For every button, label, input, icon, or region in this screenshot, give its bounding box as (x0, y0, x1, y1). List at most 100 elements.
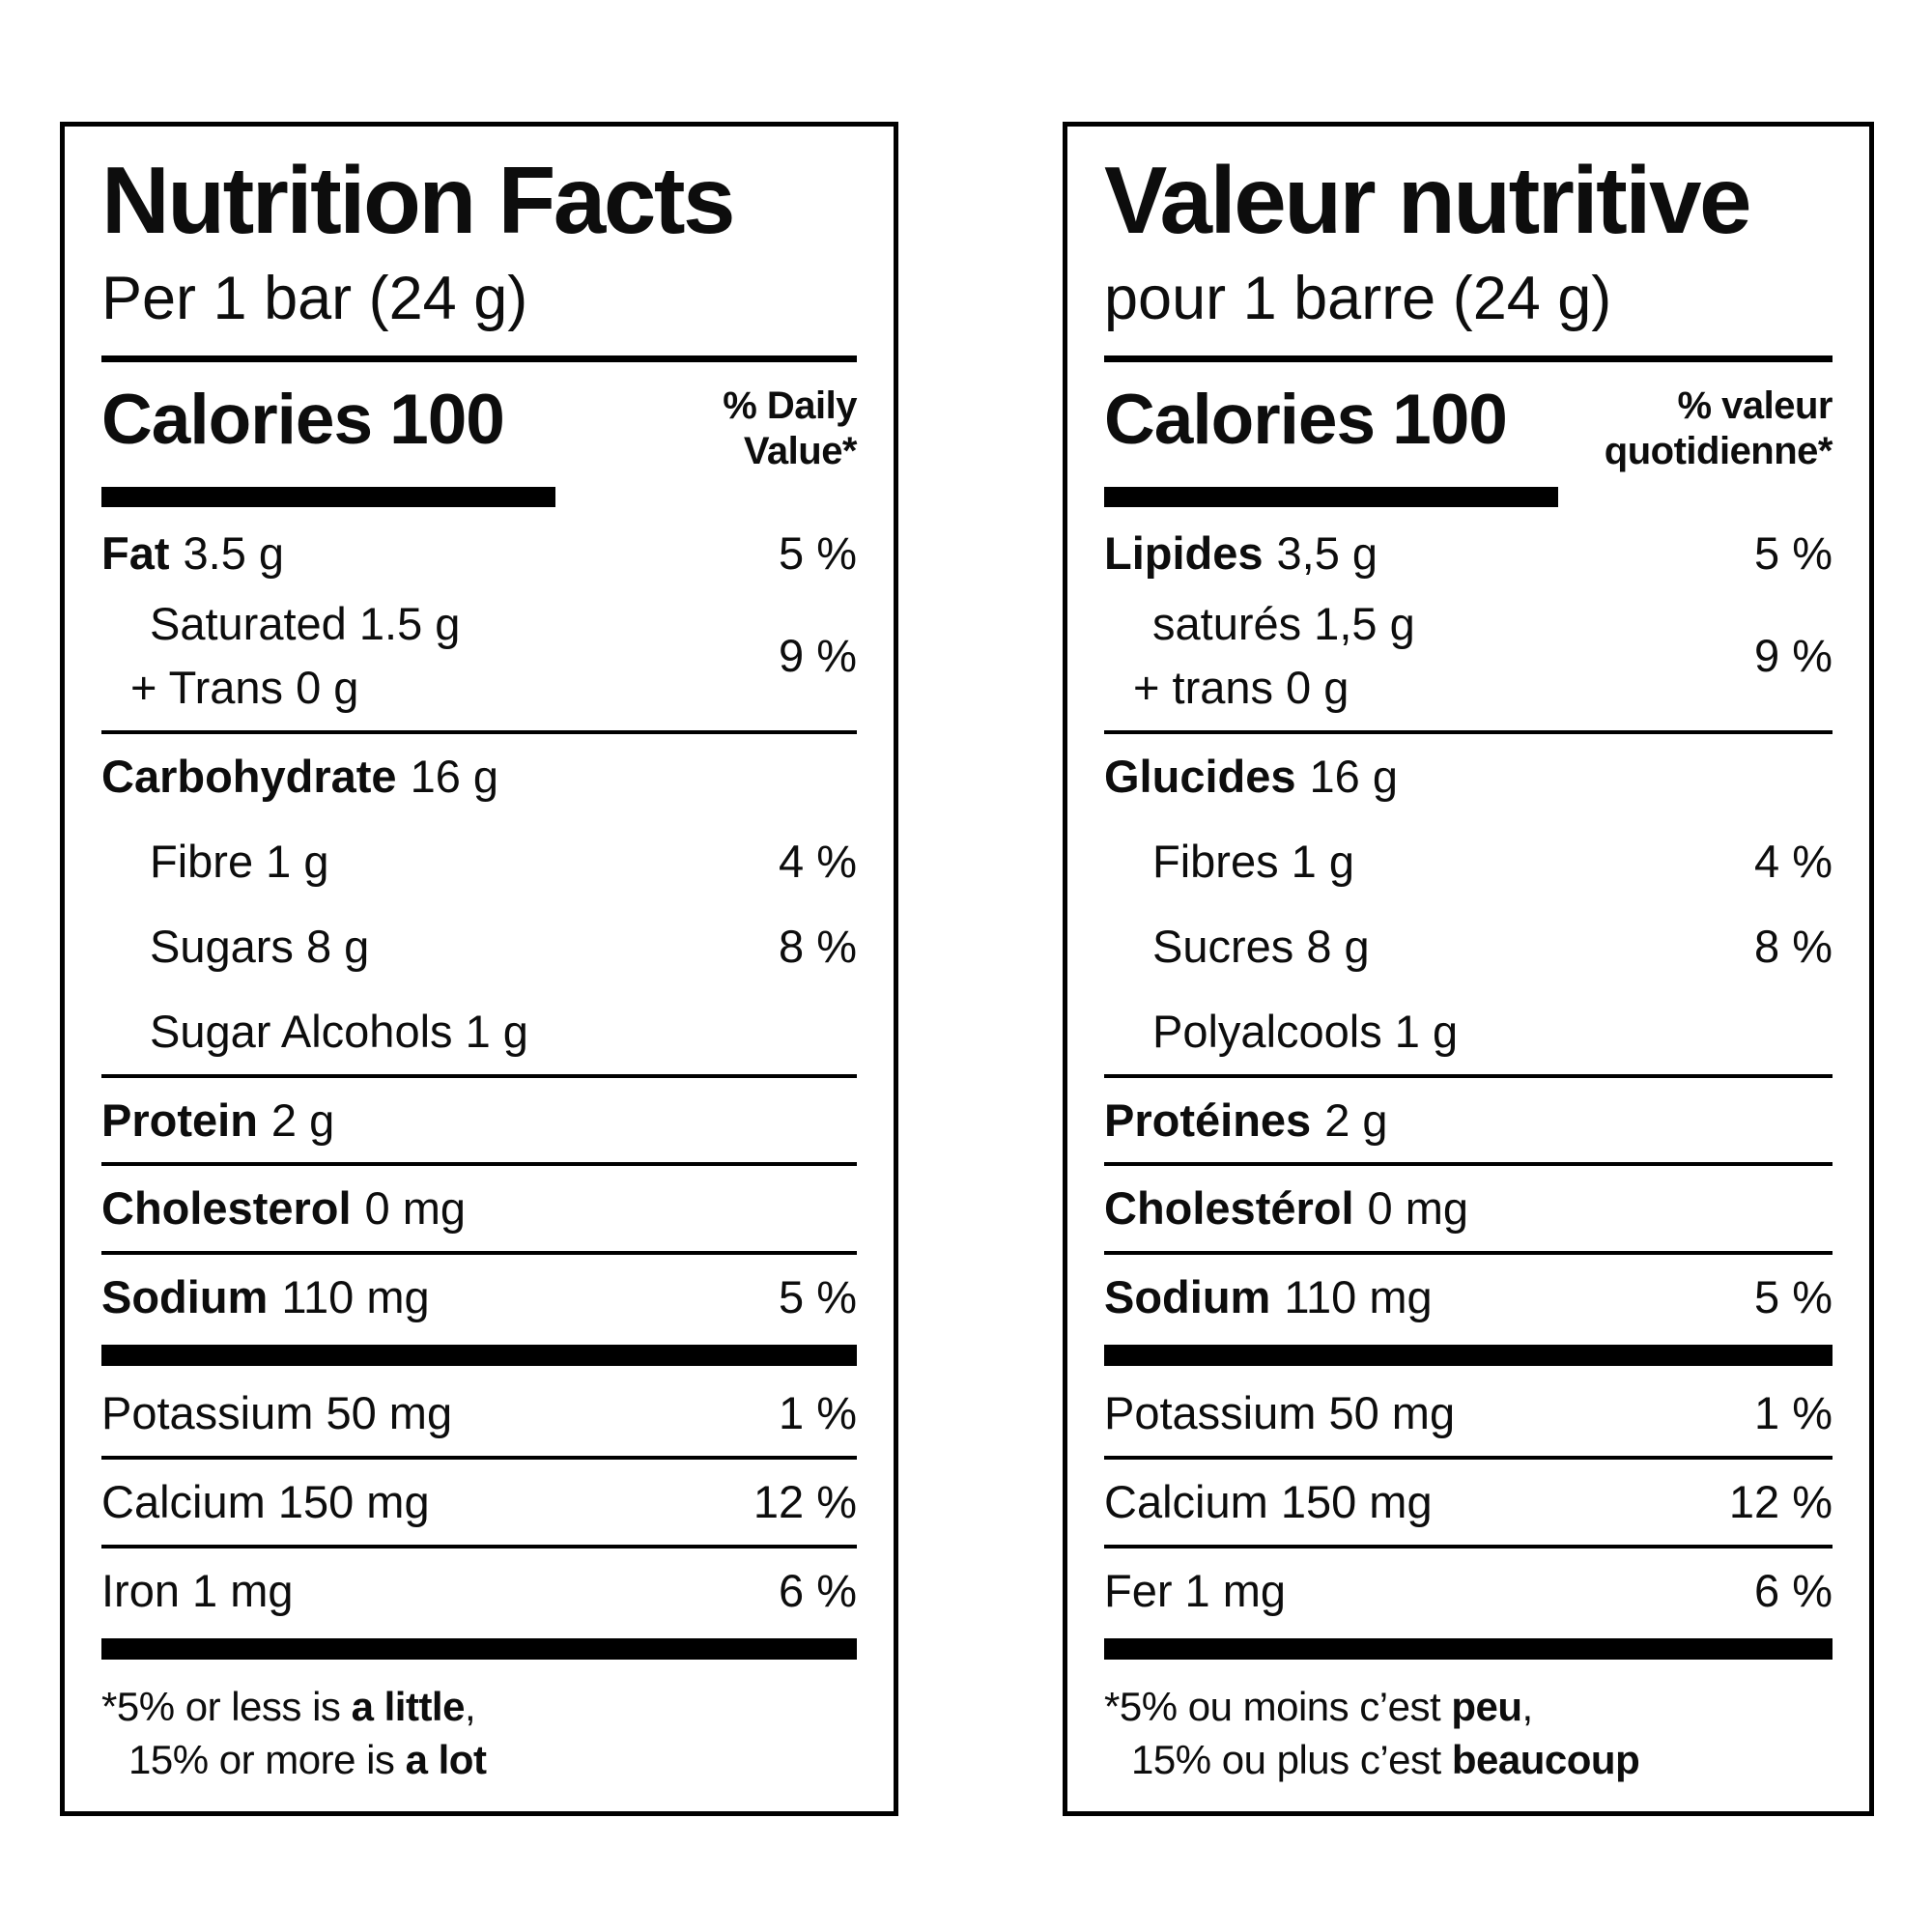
nutrient-name: Protein (101, 1094, 258, 1146)
separator-thin (101, 1073, 857, 1078)
nutrient-name: Fat (101, 526, 170, 579)
nutrient-name: Protéines (1104, 1094, 1312, 1146)
cholesterol-label: Cholestérol 0 mg (1104, 1184, 1468, 1233)
nutrient-name: Glucides (1104, 751, 1296, 803)
row-sodium: Sodium 110 mg 5 % (1104, 1255, 1833, 1340)
separator-thick (101, 1637, 857, 1660)
footnote-bold: a little (351, 1683, 466, 1729)
footnote-en: *5% or less is a little, 15% or more is … (101, 1664, 857, 1787)
separator-thin (101, 1162, 857, 1167)
potassium-daily-value: 1 % (1754, 1387, 1833, 1439)
daily-value-header-line1: % Daily (723, 384, 857, 428)
potassium-label: Potassium 50 mg (1104, 1387, 1456, 1439)
row-protein: Protein 2 g (101, 1078, 857, 1163)
sugars-label: Sugars 8 g (150, 921, 370, 973)
serving-size-en: Per 1 bar (24 g) (101, 264, 528, 332)
row-cholesterol: Cholestérol 0 mg (1104, 1166, 1833, 1251)
saturated-label: saturés 1,5 g (1152, 597, 1415, 649)
separator-thin (101, 1455, 857, 1460)
row-saturated-trans: Saturated 1.5 g + Trans 0 g 9 % (101, 596, 857, 731)
sodium-label: Sodium 110 mg (101, 1273, 430, 1321)
footnote-bold: a lot (405, 1736, 487, 1782)
fibre-daily-value: 4 % (1754, 836, 1833, 888)
nutrition-facts-panel-en: Nutrition Facts Per 1 bar (24 g) Calorie… (60, 122, 898, 1816)
calcium-daily-value: 12 % (1728, 1475, 1833, 1527)
saturated-trans-lines: Saturated 1.5 g + Trans 0 g (101, 597, 461, 712)
row-carbohydrate: Carbohydrate 16 g (101, 734, 857, 819)
daily-value-header: % Daily Value* (723, 380, 857, 473)
daily-value-header-line2: Value* (743, 429, 858, 472)
nutrient-amount: 3.5 g (183, 526, 285, 579)
footnote-line1: *5% or less is a little, (101, 1680, 857, 1733)
row-saturated-trans: saturés 1,5 g + trans 0 g 9 % (1104, 596, 1833, 731)
footnote-text: 15% ou plus c’est (1131, 1736, 1452, 1782)
serving-size-fr: pour 1 barre (24 g) (1104, 264, 1612, 332)
nutrient-name: Cholestérol (1104, 1182, 1354, 1235)
fat-label: Lipides 3,5 g (1104, 529, 1378, 578)
saturated-trans-daily-value: 9 % (779, 629, 857, 681)
saturated-label: Saturated 1.5 g (150, 597, 461, 649)
separator-thick (1104, 1345, 1833, 1367)
nutrient-amount: 0 mg (364, 1182, 467, 1235)
protein-label: Protéines 2 g (1104, 1094, 1388, 1146)
calcium-daily-value: 12 % (753, 1475, 857, 1527)
nutrient-amount: 0 mg (1367, 1182, 1469, 1235)
iron-label: Fer 1 mg (1104, 1564, 1287, 1616)
row-potassium: Potassium 50 mg 1 % (101, 1371, 857, 1456)
daily-value-header-line2: quotidienne* (1604, 429, 1833, 472)
calories-underline-bar (101, 486, 555, 507)
nutrient-name: Sodium (1104, 1271, 1271, 1323)
sugars-daily-value: 8 % (779, 921, 857, 973)
footnote-text: , (1521, 1683, 1534, 1729)
panel-title-fr: Valeur nutritive (1104, 147, 1752, 253)
sodium-daily-value: 5 % (1754, 1271, 1833, 1323)
separator-thin (101, 1251, 857, 1256)
separator-thick (1104, 1637, 1833, 1660)
footnote-fr: *5% ou moins c’est peu, 15% ou plus c’es… (1104, 1664, 1833, 1787)
row-iron: Iron 1 mg 6 % (101, 1548, 857, 1634)
nutrient-name: Cholesterol (101, 1182, 352, 1235)
row-fibre: Fibres 1 g 4 % (1104, 819, 1833, 904)
separator-thin (1104, 1544, 1833, 1548)
separator-thin (101, 1544, 857, 1548)
daily-value-header-line1: % valeur (1677, 384, 1833, 428)
trans-label: + trans 0 g (1133, 661, 1350, 713)
separator-thick (101, 1345, 857, 1367)
row-carbohydrate: Glucides 16 g (1104, 734, 1833, 819)
calories-value: 100 (389, 381, 505, 460)
nutrient-amount: 16 g (1309, 751, 1398, 803)
footnote-line1: *5% ou moins c’est peu, (1104, 1680, 1833, 1733)
calories-row: Calories 100 % Daily Value* (101, 362, 857, 473)
separator-thin (101, 730, 857, 735)
carbohydrate-label: Glucides 16 g (1104, 753, 1398, 801)
row-calcium: Calcium 150 mg 12 % (101, 1460, 857, 1545)
fat-daily-value: 5 % (779, 526, 857, 579)
row-cholesterol: Cholesterol 0 mg (101, 1166, 857, 1251)
nutrient-amount: 2 g (270, 1094, 335, 1146)
calories-label: Calories (1104, 381, 1376, 460)
footnote-text: *5% ou moins c’est (1104, 1683, 1452, 1729)
calories-value: 100 (1392, 381, 1508, 460)
calories-underline-bar (1104, 486, 1558, 507)
fibre-label: Fibre 1 g (150, 836, 329, 888)
calcium-label: Calcium 150 mg (101, 1475, 430, 1527)
footnote-text: *5% or less is (101, 1683, 352, 1729)
row-protein: Protéines 2 g (1104, 1078, 1833, 1163)
calcium-label: Calcium 150 mg (1104, 1475, 1433, 1527)
separator-thin (1104, 730, 1833, 735)
row-fibre: Fibre 1 g 4 % (101, 819, 857, 904)
calories-row: Calories 100 % valeur quotidienne* (1104, 362, 1833, 473)
sugar-alcohols-label: Sugar Alcohols 1 g (150, 1005, 528, 1057)
row-potassium: Potassium 50 mg 1 % (1104, 1371, 1833, 1456)
footnote-bold: beaucoup (1451, 1736, 1640, 1782)
fat-daily-value: 5 % (1754, 526, 1833, 579)
nutrient-name: Lipides (1104, 526, 1264, 579)
nutrient-amount: 2 g (1324, 1094, 1388, 1146)
row-sugars: Sugars 8 g 8 % (101, 904, 857, 989)
iron-label: Iron 1 mg (101, 1564, 294, 1616)
nutrient-amount: 110 mg (1284, 1271, 1433, 1323)
separator-thin (1104, 1251, 1833, 1256)
row-calcium: Calcium 150 mg 12 % (1104, 1460, 1833, 1545)
potassium-daily-value: 1 % (779, 1387, 857, 1439)
